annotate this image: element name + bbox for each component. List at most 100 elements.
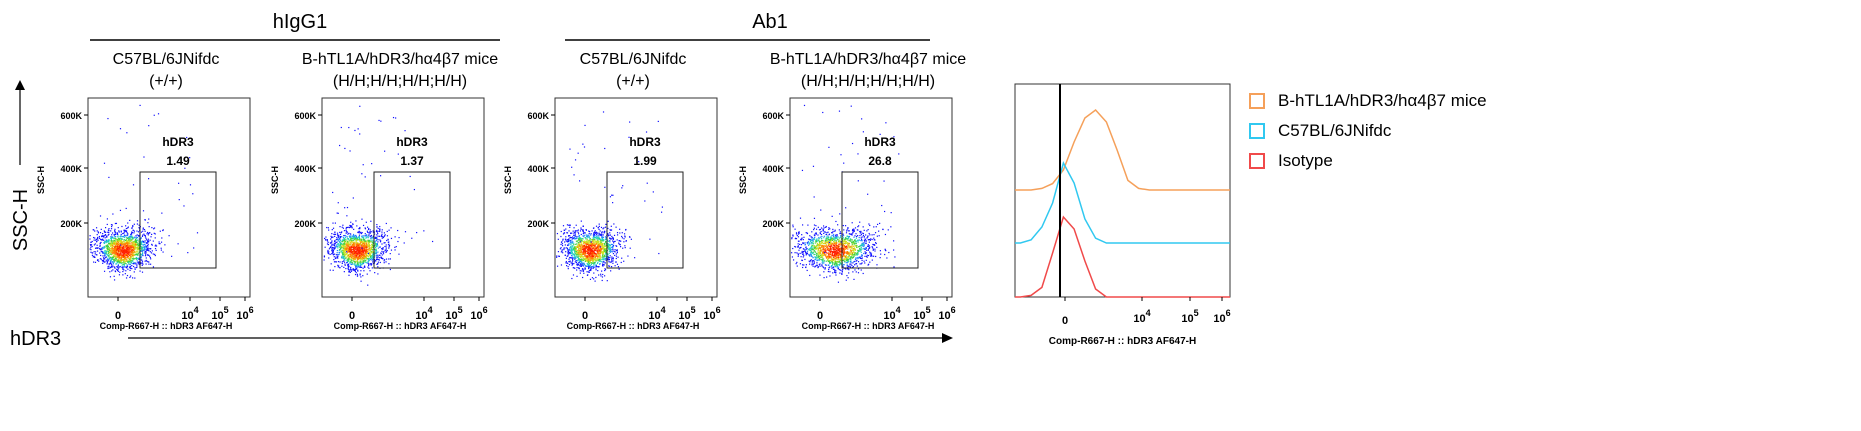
event-dot	[594, 261, 596, 263]
event-dot	[597, 240, 599, 242]
event-dot	[378, 119, 380, 122]
event-dot	[134, 262, 136, 264]
event-dot	[127, 255, 129, 257]
event-dot	[598, 223, 600, 225]
event-dot	[350, 260, 352, 263]
event-dot	[114, 242, 117, 244]
event-dot	[388, 247, 390, 249]
event-dot	[105, 239, 107, 241]
event-dot	[346, 240, 348, 242]
event-dot	[131, 246, 134, 248]
event-dot	[601, 233, 603, 235]
event-dot	[574, 257, 577, 259]
event-dot	[576, 252, 579, 254]
event-dot	[582, 269, 585, 271]
event-dot	[133, 247, 135, 249]
event-dot	[102, 246, 104, 249]
event-dot	[616, 249, 618, 251]
event-dot	[579, 248, 581, 250]
event-dot	[99, 248, 101, 251]
event-dot	[573, 247, 576, 249]
event-dot	[569, 251, 572, 253]
event-dot	[380, 235, 382, 237]
event-dot	[834, 253, 836, 255]
gate-rectangle[interactable]	[606, 171, 684, 269]
event-dot	[127, 241, 129, 243]
event-dot	[123, 261, 125, 263]
event-dot	[355, 240, 358, 242]
event-dot	[590, 263, 593, 266]
event-dot	[128, 248, 130, 250]
event-dot	[124, 244, 126, 246]
event-dot	[358, 250, 361, 252]
event-dot	[162, 251, 164, 253]
event-dot	[598, 246, 600, 248]
event-dot	[606, 280, 608, 282]
event-dot	[348, 250, 351, 252]
event-dot	[365, 240, 367, 242]
event-dot	[599, 263, 601, 265]
event-dot	[115, 247, 117, 249]
event-dot	[108, 246, 110, 248]
event-dot	[106, 244, 108, 246]
event-dot	[343, 248, 345, 250]
event-dot	[587, 247, 589, 249]
event-dot	[101, 247, 103, 249]
gate-rectangle[interactable]	[373, 171, 451, 269]
gate-rectangle[interactable]	[139, 171, 217, 269]
event-dot	[591, 243, 594, 245]
event-dot	[611, 246, 613, 248]
event-dot	[178, 182, 180, 184]
event-dot	[347, 256, 349, 258]
event-dot	[368, 227, 370, 230]
event-dot	[361, 241, 363, 243]
event-dot	[125, 252, 127, 254]
event-dot	[123, 248, 125, 250]
event-dot	[577, 231, 579, 233]
event-dot	[608, 245, 611, 247]
event-dot	[377, 256, 379, 258]
event-dot	[137, 254, 139, 257]
event-dot	[362, 236, 365, 238]
event-dot	[366, 253, 368, 255]
event-dot	[366, 226, 369, 228]
event-dot	[108, 233, 110, 235]
event-dot	[347, 255, 349, 258]
event-dot	[351, 225, 353, 227]
event-dot	[582, 235, 584, 237]
event-dot	[102, 250, 104, 253]
event-dot	[596, 240, 598, 243]
event-dot	[376, 258, 378, 260]
event-dot	[101, 259, 103, 262]
event-dot	[99, 252, 101, 254]
event-dot	[839, 250, 841, 253]
event-dot	[362, 262, 365, 265]
event-dot	[114, 252, 116, 254]
event-dot	[336, 244, 338, 246]
event-dot	[117, 268, 119, 270]
event-dot	[139, 270, 141, 272]
event-dot	[586, 255, 588, 258]
event-dot	[353, 242, 356, 244]
event-dot	[589, 264, 591, 266]
event-dot	[381, 229, 383, 231]
event-dot	[603, 255, 605, 258]
event-dot	[192, 193, 194, 195]
event-dot	[114, 266, 116, 268]
event-dot	[569, 261, 571, 263]
y-tick-label: 400K	[294, 164, 316, 174]
event-dot	[355, 235, 358, 238]
event-dot	[148, 263, 150, 265]
event-dot	[334, 247, 336, 249]
plot-frame	[789, 97, 953, 298]
event-dot	[586, 236, 588, 238]
event-dot	[120, 253, 122, 255]
event-dot	[344, 254, 346, 257]
event-dot	[607, 244, 610, 246]
event-dot	[358, 228, 360, 230]
event-dot	[588, 233, 590, 235]
event-dot	[363, 257, 366, 259]
event-dot	[825, 236, 827, 238]
event-dot	[372, 251, 374, 253]
event-dot	[365, 253, 367, 255]
